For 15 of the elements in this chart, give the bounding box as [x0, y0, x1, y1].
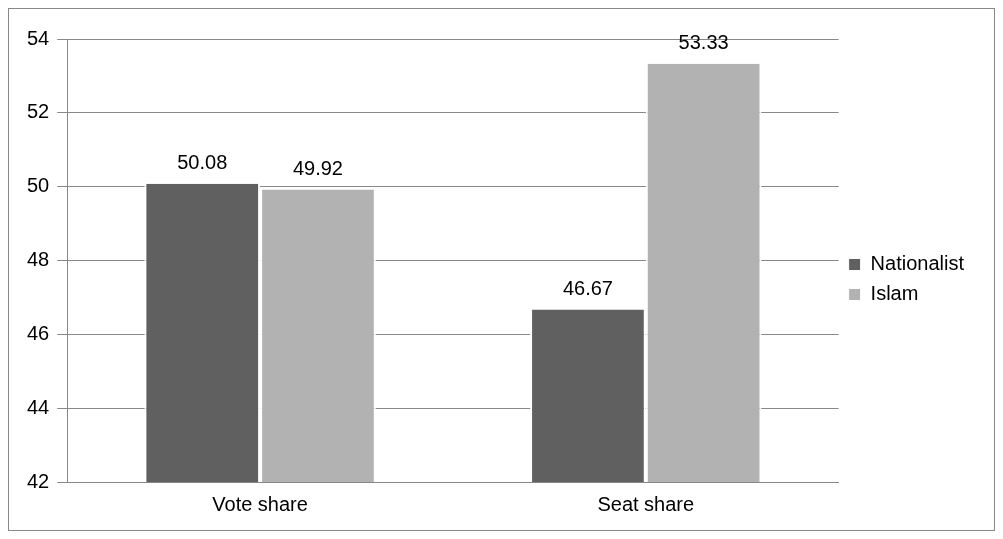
legend-label: Islam: [870, 282, 919, 305]
y-tick-label: 48: [27, 248, 50, 271]
y-tick-label: 44: [27, 395, 50, 418]
y-tick-label: 50: [27, 174, 50, 197]
y-tick-label: 54: [27, 26, 50, 49]
data-label: 46.67: [562, 277, 613, 300]
y-tick-label: 46: [27, 321, 50, 344]
x-tick-label: Seat share: [597, 492, 695, 515]
y-tick-label: 42: [27, 469, 50, 492]
x-tick-label: Vote share: [212, 492, 308, 515]
data-label: 49.92: [292, 157, 343, 180]
data-label: 53.33: [678, 31, 729, 54]
y-tick-label: 52: [27, 100, 50, 123]
legend-label: Nationalist: [870, 252, 965, 275]
data-label: 50.08: [177, 151, 228, 174]
